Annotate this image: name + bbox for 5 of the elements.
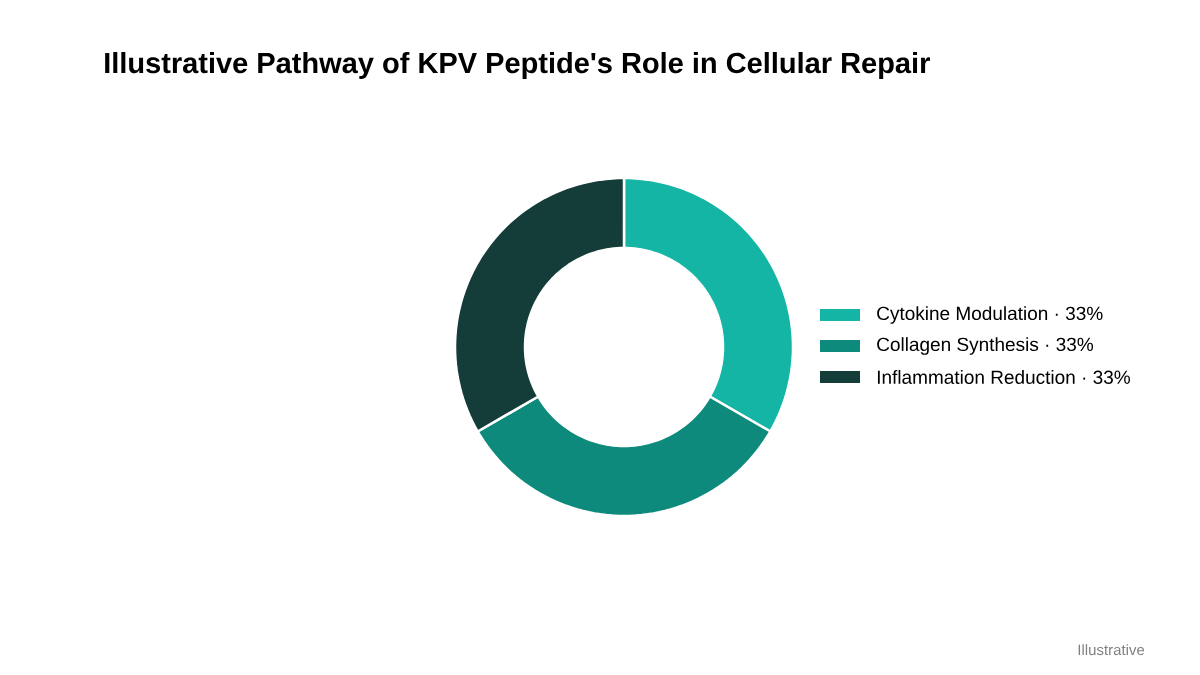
text: Illustrative [1078, 644, 1145, 656]
legend-label: Inflammation Reduction · 33% [877, 370, 1130, 384]
legend-label: Cytokine Modulation · 33% [877, 306, 1103, 324]
chart-title: Illustrative Pathway of KPV Peptide's Role in Cellular Repair [105, 51, 930, 80]
legend-label: Collagen Synthesis · 33% [877, 337, 1094, 355]
